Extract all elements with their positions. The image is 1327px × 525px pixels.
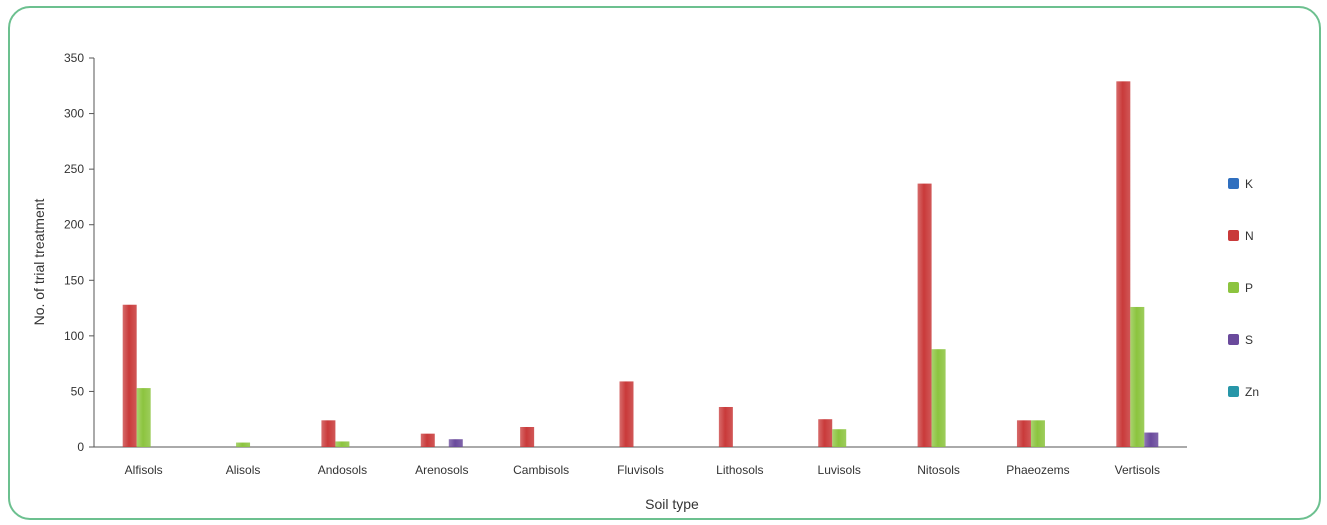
bars xyxy=(122,81,1159,447)
bar-n-phaeozems xyxy=(1016,420,1031,447)
legend-swatch-k xyxy=(1228,178,1239,189)
y-tick-label: 300 xyxy=(64,107,84,121)
bar-p-andosols xyxy=(335,441,350,447)
x-tick-label: Cambisols xyxy=(513,463,569,477)
legend-label-n: N xyxy=(1245,229,1254,243)
x-tick-label: Nitosols xyxy=(917,463,960,477)
bar-n-nitosols xyxy=(917,183,932,447)
legend-label-p: P xyxy=(1245,281,1253,295)
x-tick-label: Andosols xyxy=(318,463,367,477)
bar-p-alfisols xyxy=(136,388,151,447)
bar-n-cambisols xyxy=(520,426,535,447)
chart-frame xyxy=(8,6,1321,520)
bar-p-phaeozems xyxy=(1030,420,1045,447)
y-tick-label: 350 xyxy=(64,51,84,65)
bar-p-nitosols xyxy=(931,349,946,447)
bar-n-vertisols xyxy=(1116,81,1131,447)
legend-swatch-n xyxy=(1228,230,1239,241)
y-tick-label: 0 xyxy=(77,440,84,454)
y-axis-title: No. of trial treatment xyxy=(31,198,47,325)
legend-label-k: K xyxy=(1245,177,1253,191)
y-tick-label: 150 xyxy=(64,273,84,287)
bar-s-vertisols xyxy=(1144,432,1159,447)
y-axis: 0 50 100 150 200 250 300 350 xyxy=(64,51,95,454)
bar-n-lithosols xyxy=(718,406,733,447)
bar-p-alisols xyxy=(236,442,251,447)
x-tick-label: Fluvisols xyxy=(617,463,664,477)
bar-n-alfisols xyxy=(122,304,137,447)
x-axis: Alfisols Alisols Andosols Arenosols Cambisol… xyxy=(94,446,1187,477)
bar-p-luvisols xyxy=(832,429,847,447)
bar-n-fluvisols xyxy=(619,381,634,447)
legend-swatch-p xyxy=(1228,282,1239,293)
bar-p-vertisols xyxy=(1130,306,1145,447)
bar-n-luvisols xyxy=(818,419,833,447)
y-tick-label: 250 xyxy=(64,162,84,176)
x-tick-label: Alisols xyxy=(226,463,261,477)
bar-s-arenosols xyxy=(448,439,463,447)
bar-n-andosols xyxy=(321,420,336,447)
y-tick-label: 50 xyxy=(71,384,85,398)
legend-label-zn: Zn xyxy=(1245,385,1259,399)
y-tick-label: 100 xyxy=(64,329,84,343)
legend-swatch-s xyxy=(1228,334,1239,345)
x-tick-label: Vertisols xyxy=(1115,463,1160,477)
x-tick-label: Phaeozems xyxy=(1006,463,1069,477)
x-tick-label: Arenosols xyxy=(415,463,468,477)
x-tick-label: Luvisols xyxy=(818,463,861,477)
y-tick-label: 200 xyxy=(64,218,84,232)
x-axis-title: Soil type xyxy=(645,496,699,512)
legend-label-s: S xyxy=(1245,333,1253,347)
bar-n-arenosols xyxy=(420,433,435,447)
legend: K N P S Zn xyxy=(1228,177,1259,399)
x-tick-label: Lithosols xyxy=(716,463,763,477)
x-tick-label: Alfisols xyxy=(125,463,163,477)
legend-swatch-zn xyxy=(1228,386,1239,397)
